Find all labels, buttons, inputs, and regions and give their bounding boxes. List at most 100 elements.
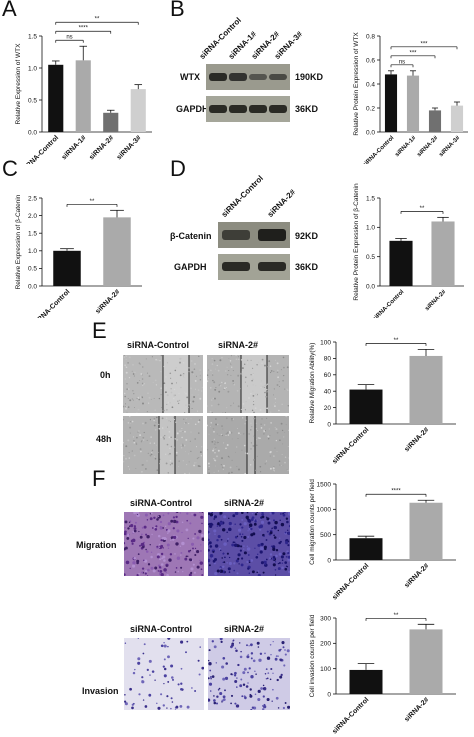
f-invasion-column-label: siRNA-Control bbox=[130, 624, 192, 634]
significance-label: **** bbox=[391, 489, 401, 495]
significance-label: ** bbox=[394, 613, 399, 619]
y-tick-label: 1.5 bbox=[28, 33, 37, 40]
bar bbox=[103, 112, 119, 132]
bar-chart-c: 0.0 0.5 1.0 1.5 2.0 2.5 Relative Expression of… bbox=[15, 194, 142, 318]
y-tick-label: 0.0 bbox=[366, 283, 375, 290]
y-tick-label: 2.0 bbox=[28, 213, 37, 220]
band bbox=[209, 105, 227, 113]
bar-chart-b: 0.0 0.2 0.4 0.6 0.8 Relative Protein Expressi… bbox=[353, 32, 468, 164]
y-tick-label: 0 bbox=[327, 421, 331, 428]
blot-b-row-label: GAPDH bbox=[176, 104, 209, 114]
y-tick-label: 0.2 bbox=[366, 105, 375, 112]
bar bbox=[130, 89, 146, 132]
bar bbox=[349, 389, 383, 424]
band bbox=[258, 229, 286, 241]
e-column-label: siRNA-Control bbox=[127, 340, 189, 350]
y-tick-label: 200 bbox=[320, 641, 331, 648]
bar bbox=[103, 217, 131, 286]
x-tick-label: siRNA-Control bbox=[331, 696, 370, 735]
significance-label: *** bbox=[420, 41, 428, 47]
band bbox=[209, 73, 227, 81]
f-invasion-row-label: Invasion bbox=[82, 686, 119, 696]
x-tick-label: siRNA-1# bbox=[394, 135, 418, 159]
invasion-image-sirna2 bbox=[208, 638, 290, 710]
e-row-label: 0h bbox=[100, 370, 111, 380]
blot-d-row-label: β-Catenin bbox=[170, 231, 212, 241]
y-tick-label: 1.0 bbox=[28, 248, 37, 255]
y-axis-label: Relative Expression of β-Catenin bbox=[15, 194, 22, 289]
y-axis-label: Relative Protein Expression of WTX bbox=[353, 32, 360, 136]
y-tick-label: 1500 bbox=[317, 481, 332, 488]
band bbox=[249, 74, 267, 80]
band bbox=[269, 105, 287, 113]
significance-label: ns bbox=[399, 59, 405, 65]
scratch-image-control-48h bbox=[123, 416, 203, 474]
significance-label: ** bbox=[90, 199, 95, 205]
blot-d-image bbox=[218, 222, 290, 280]
y-tick-label: 40 bbox=[324, 389, 332, 396]
f-migration-column-label: siRNA-Control bbox=[130, 498, 192, 508]
band bbox=[222, 230, 250, 240]
y-tick-label: 0.4 bbox=[366, 81, 375, 88]
migration-image-control bbox=[124, 512, 204, 576]
y-tick-label: 0.8 bbox=[366, 33, 375, 40]
significance-label: ns bbox=[66, 35, 72, 41]
band bbox=[269, 74, 287, 80]
bar bbox=[409, 629, 443, 694]
x-tick-label: siRNA-Control bbox=[372, 289, 406, 318]
panel-label-b: B bbox=[170, 0, 185, 21]
bar-chart-d: 0.0 0.5 1.0 1.5 Relative Protein Expression … bbox=[353, 183, 464, 318]
f-migration-row-label: Migration bbox=[76, 540, 117, 550]
bar bbox=[450, 105, 464, 132]
scratch-image-control-0h bbox=[123, 355, 203, 413]
x-tick-label: siRNA-Control bbox=[331, 562, 370, 601]
panel-label-e: E bbox=[92, 318, 107, 343]
blot-d-row-label: GAPDH bbox=[174, 262, 207, 272]
band bbox=[249, 105, 267, 113]
y-tick-label: 0 bbox=[327, 691, 331, 698]
bar bbox=[75, 60, 91, 132]
bar bbox=[53, 250, 81, 286]
x-tick-label: siRNA-Control bbox=[362, 135, 396, 164]
x-tick-label: siRNA-2# bbox=[403, 562, 430, 589]
y-tick-label: 80 bbox=[324, 356, 332, 363]
x-tick-label: siRNA-2# bbox=[403, 426, 430, 453]
significance-label: ** bbox=[420, 206, 425, 212]
y-tick-label: 0.5 bbox=[28, 266, 37, 273]
y-tick-label: 0.5 bbox=[366, 254, 375, 261]
bar bbox=[349, 538, 383, 560]
y-tick-label: 1.0 bbox=[28, 65, 37, 72]
band bbox=[222, 262, 250, 271]
panel-label-c: C bbox=[2, 156, 18, 181]
blot-b-size-label: 36KD bbox=[295, 104, 319, 114]
f-migration-column-label: siRNA-2# bbox=[224, 498, 265, 508]
bar bbox=[48, 64, 64, 132]
y-tick-label: 2.5 bbox=[28, 195, 37, 202]
y-tick-label: 1.5 bbox=[366, 195, 375, 202]
significance-label: **** bbox=[79, 26, 89, 32]
y-tick-label: 100 bbox=[320, 666, 331, 673]
bar bbox=[389, 240, 413, 286]
y-axis-label: Relative Protein Expression of β-Catenin bbox=[353, 183, 360, 301]
y-axis-label: Cell migration counts per field bbox=[309, 479, 316, 565]
x-tick-label: siRNA-2# bbox=[88, 134, 115, 161]
y-tick-label: 1000 bbox=[317, 507, 332, 514]
bar-chart-a: 0.0 0.5 1.0 1.5 Relative Expression of WTX si… bbox=[15, 17, 152, 164]
bar-chart-f-invasion: 0 100 200 300 Cell invasion counts per field… bbox=[309, 613, 456, 736]
y-tick-label: 0.0 bbox=[366, 129, 375, 136]
y-tick-label: 1.0 bbox=[366, 225, 375, 232]
significance-label: ** bbox=[95, 17, 100, 23]
y-tick-label: 500 bbox=[320, 532, 331, 539]
bar bbox=[431, 221, 455, 286]
bar bbox=[349, 669, 383, 694]
x-tick-label: siRNA-2# bbox=[403, 696, 430, 723]
x-tick-label: siRNA-3# bbox=[116, 134, 143, 161]
blot-d-size-label: 92KD bbox=[295, 231, 319, 241]
y-tick-label: 1.5 bbox=[28, 231, 37, 238]
blot-b-image bbox=[206, 64, 290, 122]
invasion-image-control bbox=[124, 638, 204, 710]
bar bbox=[428, 110, 442, 132]
migration-image-sirna2 bbox=[208, 512, 290, 576]
y-tick-label: 0 bbox=[327, 557, 331, 564]
